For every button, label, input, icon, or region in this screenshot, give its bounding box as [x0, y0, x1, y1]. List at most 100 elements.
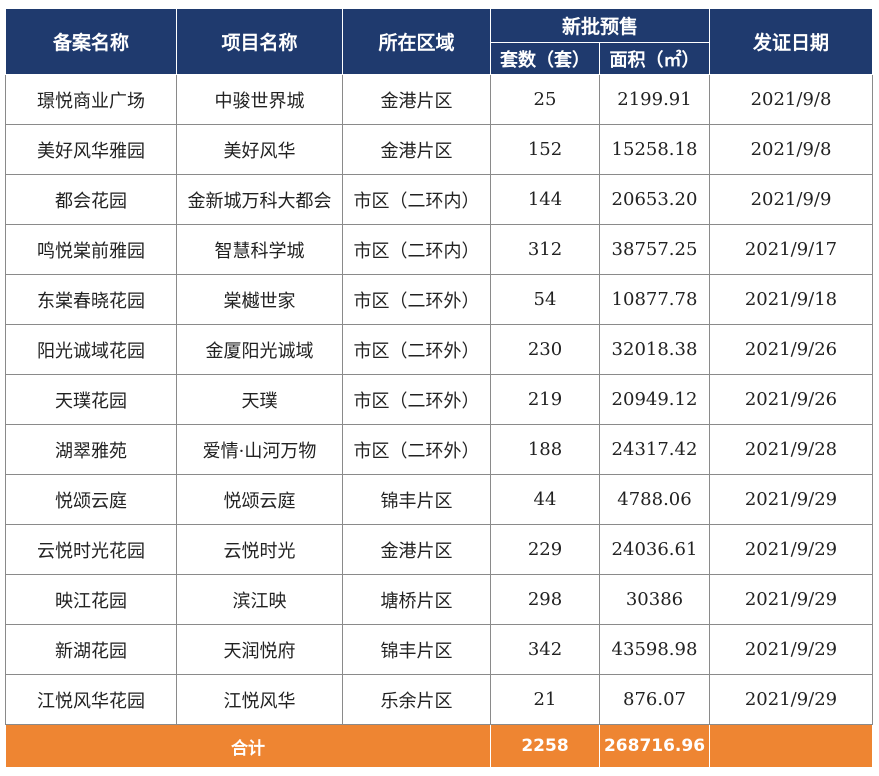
cell-project: 智慧科学城 — [176, 224, 343, 275]
cell-units: 229 — [490, 524, 600, 575]
total-label: 合计 — [5, 724, 491, 768]
cell-units: 230 — [490, 324, 600, 375]
cell-name: 映江花园 — [5, 574, 177, 625]
cell-name: 鸣悦棠前雅园 — [5, 224, 177, 275]
cell-area: 30386 — [599, 574, 710, 625]
header-date: 发证日期 — [709, 8, 873, 75]
total-area: 268716.96 — [599, 724, 710, 768]
cell-date: 2021/9/29 — [709, 524, 873, 575]
cell-district: 金港片区 — [342, 524, 491, 575]
total-units: 2258 — [490, 724, 600, 768]
cell-area: 24036.61 — [599, 524, 710, 575]
table-row: 都会花园 金新城万科大都会 市区（二环内） 144 20653.20 2021/9/9 — [5, 174, 873, 225]
cell-district: 市区（二环外） — [342, 374, 491, 425]
cell-area: 10877.78 — [599, 274, 710, 325]
presale-table: 备案名称 项目名称 所在区域 新批预售 发证日期 套数（套） 面积（㎡） 璟悦商… — [5, 8, 873, 768]
cell-date: 2021/9/29 — [709, 574, 873, 625]
cell-name: 悦颂云庭 — [5, 474, 177, 525]
cell-units: 312 — [490, 224, 600, 275]
cell-area: 24317.42 — [599, 424, 710, 475]
cell-name: 美好风华雅园 — [5, 124, 177, 175]
table-row: 阳光诚域花园 金厦阳光诚域 市区（二环外） 230 32018.38 2021/9/26 — [5, 324, 873, 375]
cell-date: 2021/9/26 — [709, 324, 873, 375]
cell-date: 2021/9/29 — [709, 674, 873, 725]
table-row: 新湖花园 天润悦府 锦丰片区 342 43598.98 2021/9/29 — [5, 624, 873, 675]
cell-name: 璟悦商业广场 — [5, 74, 177, 125]
cell-units: 342 — [490, 624, 600, 675]
cell-date: 2021/9/29 — [709, 624, 873, 675]
table-row: 悦颂云庭 悦颂云庭 锦丰片区 44 4788.06 2021/9/29 — [5, 474, 873, 525]
header-project: 项目名称 — [176, 8, 343, 75]
cell-date: 2021/9/9 — [709, 174, 873, 225]
cell-project: 金厦阳光诚域 — [176, 324, 343, 375]
cell-district: 锦丰片区 — [342, 624, 491, 675]
cell-district: 金港片区 — [342, 74, 491, 125]
cell-area: 876.07 — [599, 674, 710, 725]
cell-project: 棠樾世家 — [176, 274, 343, 325]
cell-name: 湖翠雅苑 — [5, 424, 177, 475]
table-row: 美好风华雅园 美好风华 金港片区 152 15258.18 2021/9/8 — [5, 124, 873, 175]
cell-date: 2021/9/28 — [709, 424, 873, 475]
cell-project: 美好风华 — [176, 124, 343, 175]
cell-district: 市区（二环内） — [342, 174, 491, 225]
cell-units: 219 — [490, 374, 600, 425]
table-row: 天璞花园 天璞 市区（二环外） 219 20949.12 2021/9/26 — [5, 374, 873, 425]
cell-project: 云悦时光 — [176, 524, 343, 575]
header-presale: 新批预售 — [490, 8, 710, 43]
cell-area: 4788.06 — [599, 474, 710, 525]
cell-project: 爱情·山河万物 — [176, 424, 343, 475]
cell-name: 新湖花园 — [5, 624, 177, 675]
table-row: 映江花园 滨江映 塘桥片区 298 30386 2021/9/29 — [5, 574, 873, 625]
cell-area: 38757.25 — [599, 224, 710, 275]
table-row: 湖翠雅苑 爱情·山河万物 市区（二环外） 188 24317.42 2021/9/28 — [5, 424, 873, 475]
cell-date: 2021/9/29 — [709, 474, 873, 525]
table-row: 璟悦商业广场 中骏世界城 金港片区 25 2199.91 2021/9/8 — [5, 74, 873, 125]
table-body: 璟悦商业广场 中骏世界城 金港片区 25 2199.91 2021/9/8 美好风华雅园 美好… — [5, 74, 873, 725]
cell-district: 市区（二环外） — [342, 424, 491, 475]
cell-area: 20949.12 — [599, 374, 710, 425]
cell-name: 都会花园 — [5, 174, 177, 225]
cell-units: 25 — [490, 74, 600, 125]
cell-district: 市区（二环内） — [342, 224, 491, 275]
table-row: 云悦时光花园 云悦时光 金港片区 229 24036.61 2021/9/29 — [5, 524, 873, 575]
header-units: 套数（套） — [490, 42, 600, 75]
cell-name: 天璞花园 — [5, 374, 177, 425]
cell-area: 32018.38 — [599, 324, 710, 375]
cell-project: 天润悦府 — [176, 624, 343, 675]
cell-district: 金港片区 — [342, 124, 491, 175]
cell-project: 滨江映 — [176, 574, 343, 625]
cell-district: 市区（二环外） — [342, 324, 491, 375]
cell-units: 144 — [490, 174, 600, 225]
cell-date: 2021/9/26 — [709, 374, 873, 425]
cell-district: 乐余片区 — [342, 674, 491, 725]
cell-units: 54 — [490, 274, 600, 325]
cell-area: 43598.98 — [599, 624, 710, 675]
cell-units: 44 — [490, 474, 600, 525]
cell-name: 阳光诚域花园 — [5, 324, 177, 375]
header-district: 所在区域 — [342, 8, 491, 75]
cell-date: 2021/9/8 — [709, 74, 873, 125]
cell-name: 云悦时光花园 — [5, 524, 177, 575]
cell-units: 298 — [490, 574, 600, 625]
cell-project: 中骏世界城 — [176, 74, 343, 125]
table-row: 鸣悦棠前雅园 智慧科学城 市区（二环内） 312 38757.25 2021/9/17 — [5, 224, 873, 275]
cell-date: 2021/9/8 — [709, 124, 873, 175]
table-row: 东棠春晓花园 棠樾世家 市区（二环外） 54 10877.78 2021/9/18 — [5, 274, 873, 325]
total-row: 合计 2258 268716.96 — [5, 724, 873, 768]
cell-units: 152 — [490, 124, 600, 175]
table-row: 江悦风华花园 江悦风华 乐余片区 21 876.07 2021/9/29 — [5, 674, 873, 725]
header-area: 面积（㎡） — [599, 42, 710, 75]
cell-project: 江悦风华 — [176, 674, 343, 725]
cell-area: 15258.18 — [599, 124, 710, 175]
cell-date: 2021/9/18 — [709, 274, 873, 325]
cell-name: 东棠春晓花园 — [5, 274, 177, 325]
cell-units: 21 — [490, 674, 600, 725]
cell-date: 2021/9/17 — [709, 224, 873, 275]
cell-project: 金新城万科大都会 — [176, 174, 343, 225]
cell-project: 天璞 — [176, 374, 343, 425]
cell-district: 锦丰片区 — [342, 474, 491, 525]
cell-area: 20653.20 — [599, 174, 710, 225]
total-date — [709, 724, 873, 768]
cell-district: 市区（二环外） — [342, 274, 491, 325]
cell-name: 江悦风华花园 — [5, 674, 177, 725]
